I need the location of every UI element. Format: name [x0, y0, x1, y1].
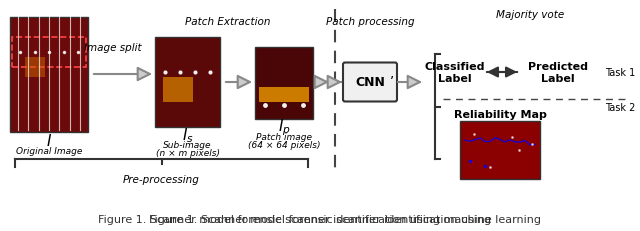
Text: Majority vote: Majority vote	[496, 10, 564, 20]
Text: Pre-processing: Pre-processing	[123, 174, 200, 184]
Text: Figure 1. Scanner model forensic scanner identification using: Figure 1. Scanner model forensic scanner…	[149, 214, 491, 224]
Text: Image split: Image split	[84, 43, 142, 53]
Text: Classified: Classified	[425, 62, 485, 72]
Bar	[259, 88, 309, 103]
Text: Original Image: Original Image	[16, 146, 82, 155]
Text: CNN: CNN	[355, 76, 385, 89]
Bar	[25, 58, 45, 78]
Bar	[460, 122, 540, 179]
Text: $\mathit{I}$: $\mathit{I}$	[46, 132, 52, 148]
Text: (64 × 64 pixels): (64 × 64 pixels)	[248, 141, 320, 150]
FancyBboxPatch shape	[343, 63, 397, 102]
Text: Label: Label	[438, 74, 472, 84]
Text: Patch processing: Patch processing	[326, 17, 414, 27]
Bar	[255, 48, 313, 119]
Bar	[10, 18, 88, 132]
Text: Reliability Map: Reliability Map	[454, 109, 547, 119]
Text: ,: ,	[390, 66, 394, 80]
Text: Task 1: Task 1	[605, 68, 635, 78]
Bar	[155, 38, 220, 128]
Text: Patch Extraction: Patch Extraction	[185, 17, 270, 27]
Text: Label: Label	[541, 74, 575, 84]
Text: $\mathit{I_p}$: $\mathit{I_p}$	[278, 117, 291, 138]
Text: Task 2: Task 2	[605, 103, 635, 112]
Text: Sub-image: Sub-image	[163, 141, 212, 150]
Text: Predicted: Predicted	[528, 62, 588, 72]
Text: $\mathit{I_s}$: $\mathit{I_s}$	[182, 126, 193, 145]
Text: (n × m pixels): (n × m pixels)	[156, 149, 220, 158]
Text: Patch image: Patch image	[256, 133, 312, 142]
Bar	[163, 78, 193, 103]
Text: Figure 1. Scanner model forensic scanner identification using machine learning: Figure 1. Scanner model forensic scanner…	[99, 214, 541, 224]
Bar	[12, 38, 86, 68]
